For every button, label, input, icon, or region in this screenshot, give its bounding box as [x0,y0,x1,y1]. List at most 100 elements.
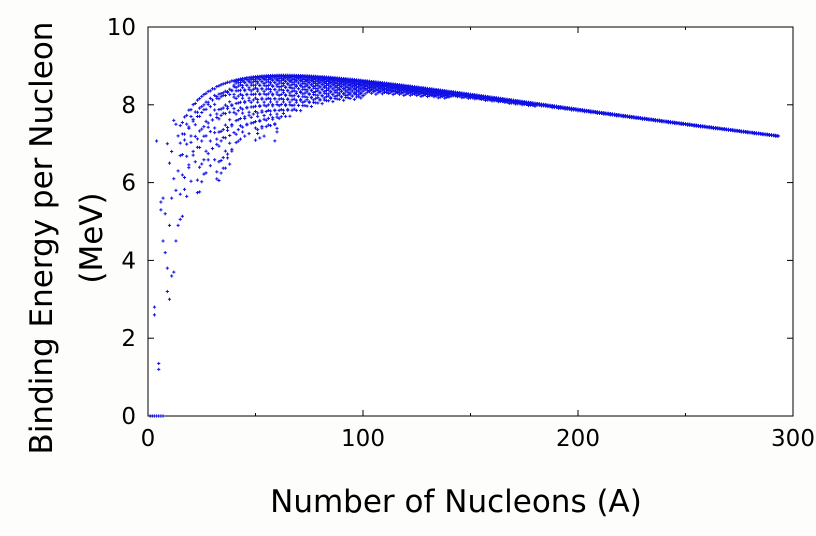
data-point [232,110,236,114]
data-point [415,90,419,95]
data-point [296,94,301,98]
data-point [279,108,283,112]
data-point [309,104,313,109]
data-point [329,89,333,93]
data-point [223,112,227,116]
data-point [299,84,303,88]
data-point [228,133,232,138]
data-point [329,77,333,82]
data-point [436,96,440,100]
data-point [256,114,260,118]
data-point [275,84,279,88]
data-point [217,160,221,164]
data-point [281,111,286,116]
data-point [213,131,217,135]
data-point [419,94,423,99]
data-point [219,107,223,111]
data-point [241,130,245,134]
data-point [402,93,406,97]
data-point [221,106,225,110]
data-point [318,80,322,84]
data-point [182,132,187,136]
data-point [348,96,352,101]
data-point [172,118,176,122]
data-point [260,75,264,80]
data-point [385,89,389,93]
data-point [279,92,283,97]
data-point [339,94,344,99]
data-point [264,93,268,97]
data-point [421,93,425,98]
data-point [178,192,182,196]
data-point [251,80,255,84]
data-point [359,96,363,100]
data-point [376,91,380,95]
data-point [307,85,311,89]
data-point [342,80,346,84]
data-point [165,266,169,270]
data-point [170,149,174,154]
data-point [251,121,255,125]
data-point [281,88,286,93]
data-point [415,93,419,97]
data-point [281,81,286,86]
data-point [400,91,404,95]
data-point [277,104,281,108]
data-point [258,118,262,122]
data-point [245,83,249,87]
data-point [219,139,223,143]
data-point [185,194,189,198]
data-point [243,80,247,84]
data-point [299,75,303,80]
data-point [286,77,290,81]
data-point [367,89,372,93]
data-point [189,108,193,112]
data-point [198,114,202,118]
data-point [228,141,232,145]
data-point [228,92,232,97]
data-point [288,85,292,90]
data-point [286,108,290,112]
data-point [322,91,326,95]
data-point [163,251,167,255]
data-point [314,89,318,94]
data-point [339,84,344,88]
data-point [189,179,193,183]
y-tick-label: 8 [121,93,136,119]
data-point [292,80,296,84]
data-point [223,166,227,170]
data-point [234,85,238,90]
data-point [335,88,339,92]
data-point [221,91,225,95]
data-point [331,87,335,91]
data-point [198,106,202,110]
data-point [234,119,238,123]
data-point [339,81,344,85]
data-point [404,92,408,96]
data-point [182,138,187,142]
data-point [322,85,326,89]
data-point [185,142,189,146]
data-point [307,92,311,96]
data-point [241,93,245,97]
data-point [395,90,399,94]
data-point [271,78,275,82]
data-point [389,87,393,91]
data-point [370,87,374,91]
data-point [200,139,204,143]
data-point [185,154,189,158]
data-point [247,80,251,84]
data-point [219,129,223,134]
data-point [152,313,157,317]
data-point [438,95,442,99]
x-axis-ticks: 0 100 200 300 [141,27,815,452]
data-point [299,99,303,103]
data-point [236,84,240,88]
data-point [380,85,384,89]
data-point [189,140,193,144]
plot-frame [147,26,794,417]
data-point [187,163,191,167]
data-point [266,87,270,91]
data-point [352,83,356,88]
data-point [286,82,290,86]
